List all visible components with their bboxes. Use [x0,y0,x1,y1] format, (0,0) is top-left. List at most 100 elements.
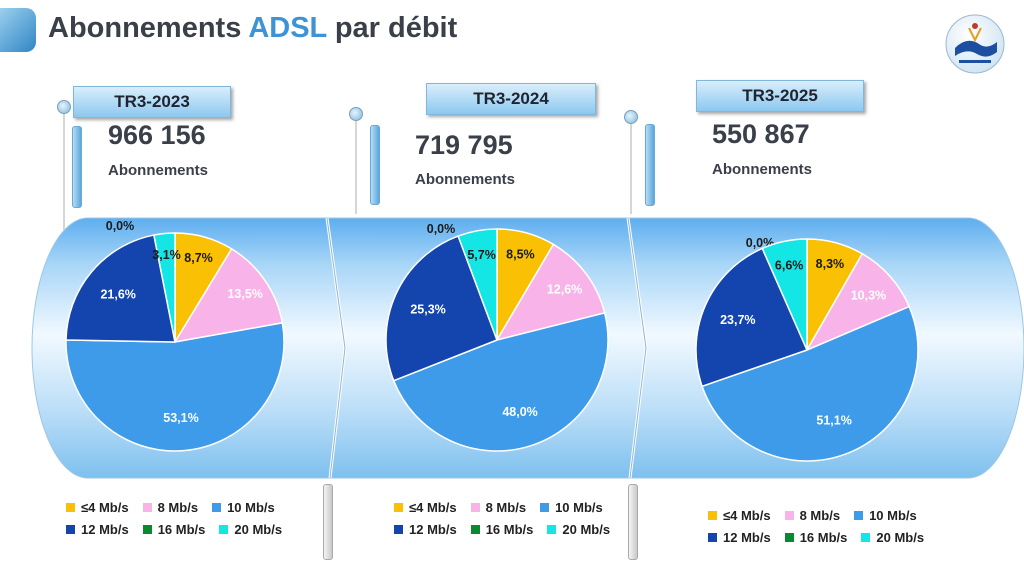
timeline-bar [645,124,655,206]
pie-slice [173,247,284,344]
data-label: 3,1% [152,248,181,262]
authority-logo-icon [945,14,1005,74]
period-label: TR3-2024 [426,83,596,115]
timeline-knob [349,107,363,121]
pie-chart-tr3-2023: 8,7% 13,5% 53,1% 21,6% 0,0% 3,1% [65,220,285,452]
legend-swatch [540,502,550,512]
chart-legend: ≤4 Mb/s 8 Mb/s 10 Mb/s 12 Mb/s 16 Mb/s 20 Mb/… [66,496,296,540]
timeline-bar-lower [628,484,638,560]
legend-swatch [784,510,794,520]
legend-label: 12 Mb/s [723,529,771,545]
pie-slice [701,305,919,462]
legend-row: ≤4 Mb/s 8 Mb/s 10 Mb/s [66,496,296,518]
legend-label: 12 Mb/s [81,521,129,537]
pie-chart-tr3-2024: 8,5% 12,6% 48,0% 25,3% 0,0% 5,7% [385,222,609,452]
legend-swatch [394,524,403,534]
legend-item: 12 Mb/s [708,530,771,545]
data-label: 51,1% [816,413,851,427]
legend-label: 10 Mb/s [869,507,917,523]
legend-item: 16 Mb/s [784,529,848,545]
legend-swatch [861,532,871,542]
legend-swatch [854,510,864,520]
timeline-knob [624,110,638,124]
subscriber-total-label: Abonnements [415,171,516,188]
legend-swatch [708,532,717,542]
title-accent: ADSL [248,12,327,44]
legend-label: ≤4 Mb/s [81,499,129,515]
pie-slice [805,252,911,352]
data-label: 12,6% [547,282,582,296]
period-label: TR3-2023 [73,86,231,118]
legend-item: ≤4 Mb/s [66,500,129,515]
pie-slice [65,234,176,343]
legend-swatch [142,524,152,534]
data-label: 8,5% [506,247,535,261]
pie-chart-tr3-2025: 8,3%10,3%51,1%23,7%0,0%6,6% [695,236,919,462]
legend-swatch [66,524,75,534]
pie-slice [761,238,808,351]
legend-swatch [470,524,480,534]
legend-row: 12 Mb/s 16 Mb/s 20 Mb/s [66,518,296,540]
legend-label: 8 Mb/s [485,499,527,515]
timeline-knob [57,100,71,114]
data-label: 21,6% [100,287,135,301]
legend-label: ≤4 Mb/s [723,507,771,523]
data-label: 0,0% [106,220,135,233]
legend-row: 12 Mb/s 16 Mb/s 20 Mb/s [394,518,624,540]
data-label: 0,0% [427,222,456,236]
pie-slice [65,322,285,452]
legend-label: 20 Mb/s [562,521,611,537]
legend-item: 10 Mb/s [854,508,917,523]
legend-label: 8 Mb/s [799,507,841,523]
legend-swatch [394,502,403,512]
title-accent-tab [0,8,36,52]
subscriber-total: 719 795 [415,130,513,160]
period-label: TR3-2025 [696,80,864,112]
data-label: 6,6% [775,258,804,272]
legend-item: 8 Mb/s [784,507,841,523]
legend-row: 12 Mb/s 16 Mb/s 20 Mb/s [708,526,938,548]
legend-label: ≤4 Mb/s [409,499,457,515]
subscriber-total: 966 156 [108,120,206,150]
subscriber-total: 550 867 [712,119,810,149]
legend-item: 10 Mb/s [212,500,275,515]
pie-slice [695,247,809,388]
legend-label: 12 Mb/s [409,521,457,537]
pie-slice [457,228,498,341]
legend-label: 8 Mb/s [157,499,199,515]
data-label: 8,3% [816,257,845,271]
legend-label: 10 Mb/s [227,499,275,515]
legend-item: ≤4 Mb/s [394,500,457,515]
data-label: 13,5% [227,287,262,301]
data-label: 5,7% [467,248,496,262]
timeline-bar [370,125,380,205]
chart-legend: ≤4 Mb/s 8 Mb/s 10 Mb/s 12 Mb/s 16 Mb/s 20 Mb/… [708,504,938,548]
legend-label: 20 Mb/s [234,521,283,537]
legend-item: 8 Mb/s [470,499,527,515]
legend-label: 10 Mb/s [555,499,603,515]
legend-item: 16 Mb/s [142,521,206,537]
legend-row: ≤4 Mb/s 8 Mb/s 10 Mb/s [394,496,624,518]
timeline-bar-lower [323,484,333,560]
data-label: 10,3% [851,288,886,302]
pie-slice [153,232,176,343]
data-label: 48,0% [502,405,537,419]
legend-label: 16 Mb/s [157,521,206,537]
subscriber-total-label: Abonnements [108,162,209,179]
pie-slice [495,243,606,342]
page-title: Abonnements ADSL par débit [48,12,457,45]
legend-swatch [142,502,152,512]
pie-slice [385,235,498,382]
legend-swatch [708,510,717,520]
legend-item: ≤4 Mb/s [708,508,771,523]
data-label: 23,7% [720,313,755,327]
legend-item: 16 Mb/s [470,521,534,537]
legend-row: ≤4 Mb/s 8 Mb/s 10 Mb/s [708,504,938,526]
chart-legend: ≤4 Mb/s 8 Mb/s 10 Mb/s 12 Mb/s 16 Mb/s 20 Mb/… [394,496,624,540]
legend-label: 16 Mb/s [485,521,534,537]
legend-label: 16 Mb/s [799,529,848,545]
data-label: 53,1% [163,411,198,425]
title-part-1: Abonnements [48,12,242,44]
legend-swatch [547,524,557,534]
legend-item: 20 Mb/s [861,530,924,545]
